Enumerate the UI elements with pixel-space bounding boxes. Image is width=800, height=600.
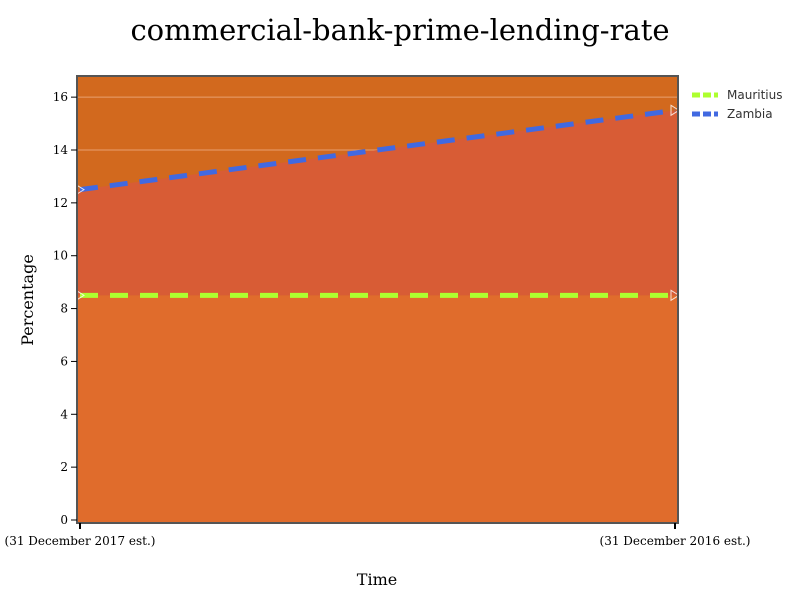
y-tick-label: 12 <box>53 196 68 210</box>
plot-frame <box>76 75 679 524</box>
x-axis-title: Time <box>357 570 397 589</box>
y-tick-label: 0 <box>60 513 68 527</box>
y-tick-label: 14 <box>53 143 69 157</box>
legend: Mauritius Zambia <box>692 88 782 121</box>
y-tick-label: 16 <box>53 90 68 104</box>
y-tick-label: 6 <box>60 354 68 368</box>
area-fill-mauritius <box>77 295 678 523</box>
y-axis: 0 2 4 6 8 10 12 14 16 <box>53 90 77 527</box>
y-tick-label: 4 <box>60 407 68 421</box>
legend-label-mauritius: Mauritius <box>727 88 782 102</box>
data-point-zambia <box>670 104 680 117</box>
area-fills <box>77 110 678 523</box>
x-tick-label: (31 December 2016 est.) <box>600 534 751 548</box>
y-tick-label: 8 <box>60 302 68 316</box>
series-line-zambia <box>79 107 676 193</box>
y-axis-title: Percentage <box>18 254 37 346</box>
x-tick-label: (31 December 2017 est.) <box>5 534 156 548</box>
chart-title: commercial-bank-prime-lending-rate <box>130 13 669 47</box>
data-point-mauritius <box>670 289 680 302</box>
legend-label-zambia: Zambia <box>727 107 773 121</box>
y-tick-label: 10 <box>53 249 68 263</box>
area-fill-zambia <box>77 110 678 296</box>
x-axis: (31 December 2017 est.) (31 December 2016… <box>5 523 751 548</box>
y-tick-label: 2 <box>60 460 68 474</box>
